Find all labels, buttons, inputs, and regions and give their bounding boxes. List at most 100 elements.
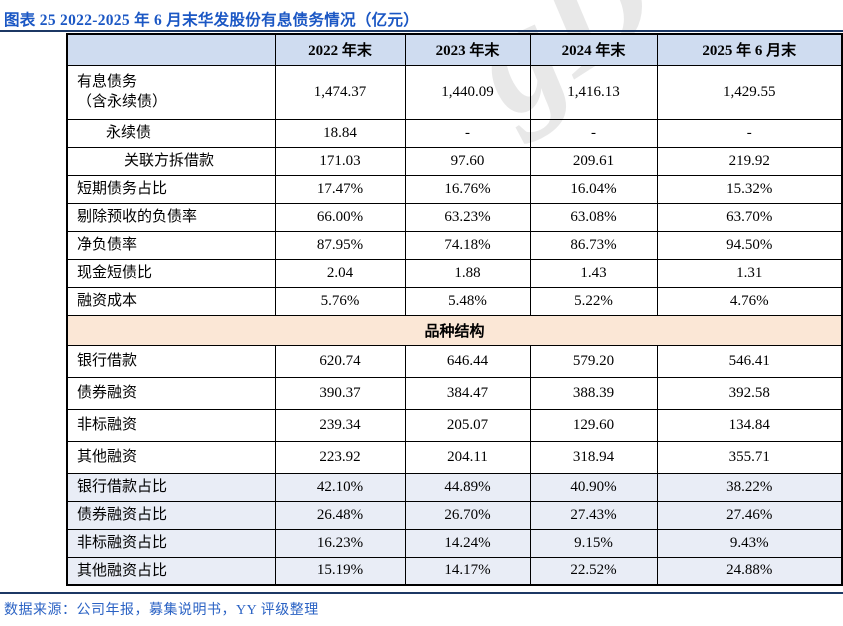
table-row: 非标融资 239.34 205.07 129.60 134.84 <box>66 408 843 442</box>
data-source-note: 数据来源：公司年报，募集说明书，YY 评级整理 <box>4 603 319 618</box>
cell-value: 1.31 <box>656 258 843 288</box>
cell-value: 44.89% <box>404 472 531 502</box>
cell-value: 223.92 <box>274 440 406 474</box>
cell-value: 97.60 <box>404 146 531 176</box>
table-row: 银行借款 620.74 646.44 579.20 546.41 <box>66 344 843 378</box>
table-row: 银行借款占比 42.10% 44.89% 40.90% 38.22% <box>66 472 843 502</box>
cell-value: 14.17% <box>404 556 531 586</box>
cell-value: 134.84 <box>656 408 843 442</box>
cell-value: 620.74 <box>274 344 406 378</box>
cell-value: 9.15% <box>529 528 658 558</box>
cell-value: 1,416.13 <box>529 64 658 120</box>
section-title: 品种结构 <box>66 314 843 346</box>
cell-value: 94.50% <box>656 230 843 260</box>
table-row: 剔除预收的负债率 66.00% 63.23% 63.08% 63.70% <box>66 202 843 232</box>
cell-value: 63.70% <box>656 202 843 232</box>
footer-divider-line <box>0 592 843 594</box>
cell-value: 579.20 <box>529 344 658 378</box>
column-header: 2025 年 6 月末 <box>656 33 843 66</box>
row-label: 债券融资占比 <box>66 500 276 530</box>
cell-value: 26.48% <box>274 500 406 530</box>
section-row: 品种结构 <box>66 314 843 346</box>
table-row: 关联方拆借款 171.03 97.60 209.61 219.92 <box>66 146 843 176</box>
cell-value: - <box>404 118 531 148</box>
cell-value: 171.03 <box>274 146 406 176</box>
cell-value: 86.73% <box>529 230 658 260</box>
cell-value: 318.94 <box>529 440 658 474</box>
cell-value: 9.43% <box>656 528 843 558</box>
cell-value: 63.08% <box>529 202 658 232</box>
row-label: 非标融资 <box>66 408 276 442</box>
cell-value: 1.88 <box>404 258 531 288</box>
cell-value: 209.61 <box>529 146 658 176</box>
row-label: 债券融资 <box>66 376 276 410</box>
cell-value: 18.84 <box>274 118 406 148</box>
cell-value: 27.43% <box>529 500 658 530</box>
cell-value: 17.47% <box>274 174 406 204</box>
cell-value: 42.10% <box>274 472 406 502</box>
header-row: 2022 年末 2023 年末 2024 年末 2025 年 6 月末 <box>66 33 843 66</box>
cell-value: 355.71 <box>656 440 843 474</box>
row-label: 其他融资占比 <box>66 556 276 586</box>
row-label: 剔除预收的负债率 <box>66 202 276 232</box>
cell-value: 239.34 <box>274 408 406 442</box>
cell-value: 646.44 <box>404 344 531 378</box>
cell-value: 1.43 <box>529 258 658 288</box>
table-header: 2022 年末 2023 年末 2024 年末 2025 年 6 月末 <box>66 33 843 66</box>
cell-value: 5.22% <box>529 286 658 316</box>
table-row: 净负债率 87.95% 74.18% 86.73% 94.50% <box>66 230 843 260</box>
cell-value: 24.88% <box>656 556 843 586</box>
cell-value: 384.47 <box>404 376 531 410</box>
table-row: 其他融资占比 15.19% 14.17% 22.52% 24.88% <box>66 556 843 586</box>
row-label: 其他融资 <box>66 440 276 474</box>
cell-value: 1,474.37 <box>274 64 406 120</box>
column-header: 2022 年末 <box>274 33 406 66</box>
cell-value: 22.52% <box>529 556 658 586</box>
table-row: 债券融资 390.37 384.47 388.39 392.58 <box>66 376 843 410</box>
cell-value: 546.41 <box>656 344 843 378</box>
cell-value: 38.22% <box>656 472 843 502</box>
cell-value: 1,440.09 <box>404 64 531 120</box>
table-row: 现金短债比 2.04 1.88 1.43 1.31 <box>66 258 843 288</box>
cell-value: - <box>529 118 658 148</box>
row-label: 银行借款占比 <box>66 472 276 502</box>
cell-value: 16.76% <box>404 174 531 204</box>
row-label: 融资成本 <box>66 286 276 316</box>
cell-value: 26.70% <box>404 500 531 530</box>
figure-title: 图表 25 2022-2025 年 6 月末华发股份有息债务情况（亿元） <box>4 12 420 29</box>
table-row: 有息债务 （含永续债） 1,474.37 1,440.09 1,416.13 1,429… <box>66 64 843 120</box>
cell-value: 74.18% <box>404 230 531 260</box>
cell-value: 14.24% <box>404 528 531 558</box>
row-label: 银行借款 <box>66 344 276 378</box>
cell-value: 205.07 <box>404 408 531 442</box>
table-row: 短期债务占比 17.47% 16.76% 16.04% 15.32% <box>66 174 843 204</box>
debt-table: 2022 年末 2023 年末 2024 年末 2025 年 6 月末 有息债务 （含… <box>66 33 843 586</box>
cell-value: 16.23% <box>274 528 406 558</box>
cell-value: 5.48% <box>404 286 531 316</box>
cell-value: 87.95% <box>274 230 406 260</box>
table-row: 非标融资占比 16.23% 14.24% 9.15% 9.43% <box>66 528 843 558</box>
cell-value: 5.76% <box>274 286 406 316</box>
row-label: 非标融资占比 <box>66 528 276 558</box>
cell-value: 27.46% <box>656 500 843 530</box>
title-divider-line <box>0 30 843 32</box>
row-label: 现金短债比 <box>66 258 276 288</box>
cell-value: 129.60 <box>529 408 658 442</box>
cell-value: 388.39 <box>529 376 658 410</box>
cell-value: - <box>656 118 843 148</box>
debt-table-container: 2022 年末 2023 年末 2024 年末 2025 年 6 月末 有息债务 （含… <box>66 33 843 586</box>
cell-value: 15.32% <box>656 174 843 204</box>
cell-value: 219.92 <box>656 146 843 176</box>
cell-value: 40.90% <box>529 472 658 502</box>
cell-value: 63.23% <box>404 202 531 232</box>
row-label: 永续债 <box>66 118 276 148</box>
column-header: 2023 年末 <box>404 33 531 66</box>
cell-value: 16.04% <box>529 174 658 204</box>
cell-value: 390.37 <box>274 376 406 410</box>
cell-value: 1,429.55 <box>656 64 843 120</box>
column-header: 2024 年末 <box>529 33 658 66</box>
cell-value: 15.19% <box>274 556 406 586</box>
cell-value: 66.00% <box>274 202 406 232</box>
row-label: 短期债务占比 <box>66 174 276 204</box>
